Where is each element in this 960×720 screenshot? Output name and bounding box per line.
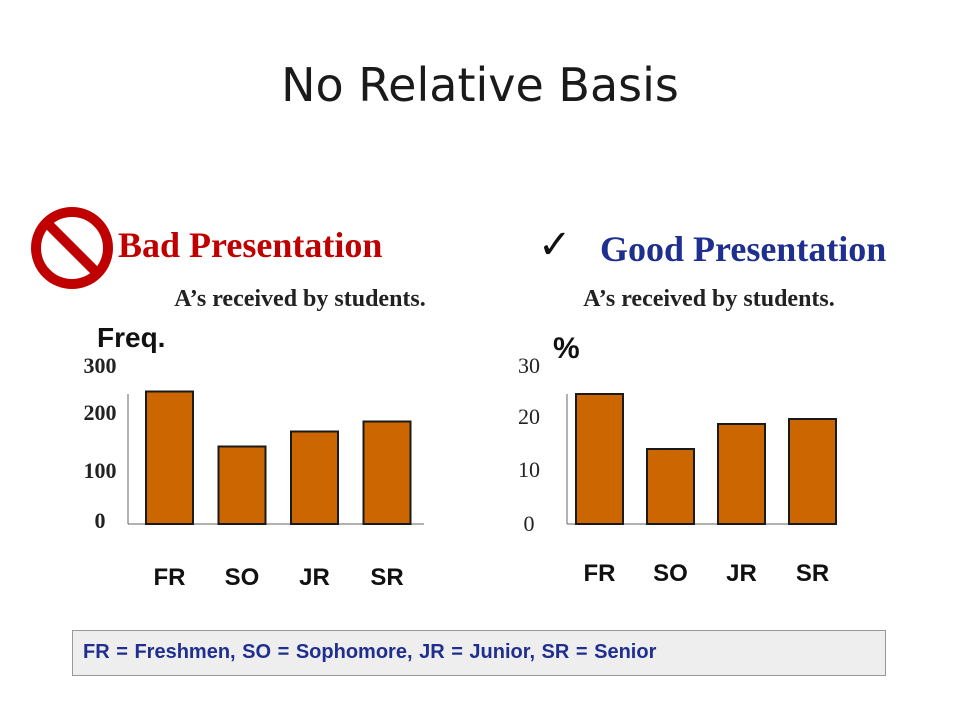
y-tick-label: 0 [95,508,106,533]
x-tick-label: FR [154,564,186,591]
bar-jr [717,423,766,525]
y-tick-label: 300 [84,353,117,378]
left-chart-ylabel: Freq. [97,322,166,353]
y-tick-label: 100 [84,458,117,483]
bad-presentation-heading: Bad Presentation [118,225,383,265]
bar-sr [362,420,412,525]
bar-fr [145,390,194,525]
y-tick-label: 20 [518,404,540,429]
bar-so [217,445,267,525]
x-tick-label: FR [584,560,616,587]
right-chart-title: A’s received by students. [583,286,835,312]
bar-jr [290,430,339,525]
abbreviation-legend: FR = Freshmen, SO = Sophomore, JR = Juni… [72,630,886,676]
x-tick-label: SR [370,564,403,591]
y-tick-label: 30 [518,353,540,378]
bar-so [646,448,695,525]
y-tick-label: 0 [524,511,535,536]
x-tick-label: SR [796,560,829,587]
x-tick-label: JR [299,564,330,591]
prohibited-icon [31,207,113,289]
y-tick-label: 10 [518,457,540,482]
y-tick-label: 200 [84,400,117,425]
slide-title: No Relative Basis [281,58,679,112]
bar-sr [788,418,837,525]
x-tick-label: SO [653,560,688,587]
x-tick-label: JR [726,560,757,587]
checkmark-icon: ✓ [538,222,572,268]
abbreviation-legend-text: FR = Freshmen, SO = Sophomore, JR = Juni… [83,641,657,663]
right-chart-ylabel: % [553,332,580,365]
x-tick-label: SO [225,564,260,591]
good-presentation-heading: Good Presentation [600,229,887,269]
left-chart-title: A’s received by students. [174,286,426,312]
bar-fr [575,393,624,525]
